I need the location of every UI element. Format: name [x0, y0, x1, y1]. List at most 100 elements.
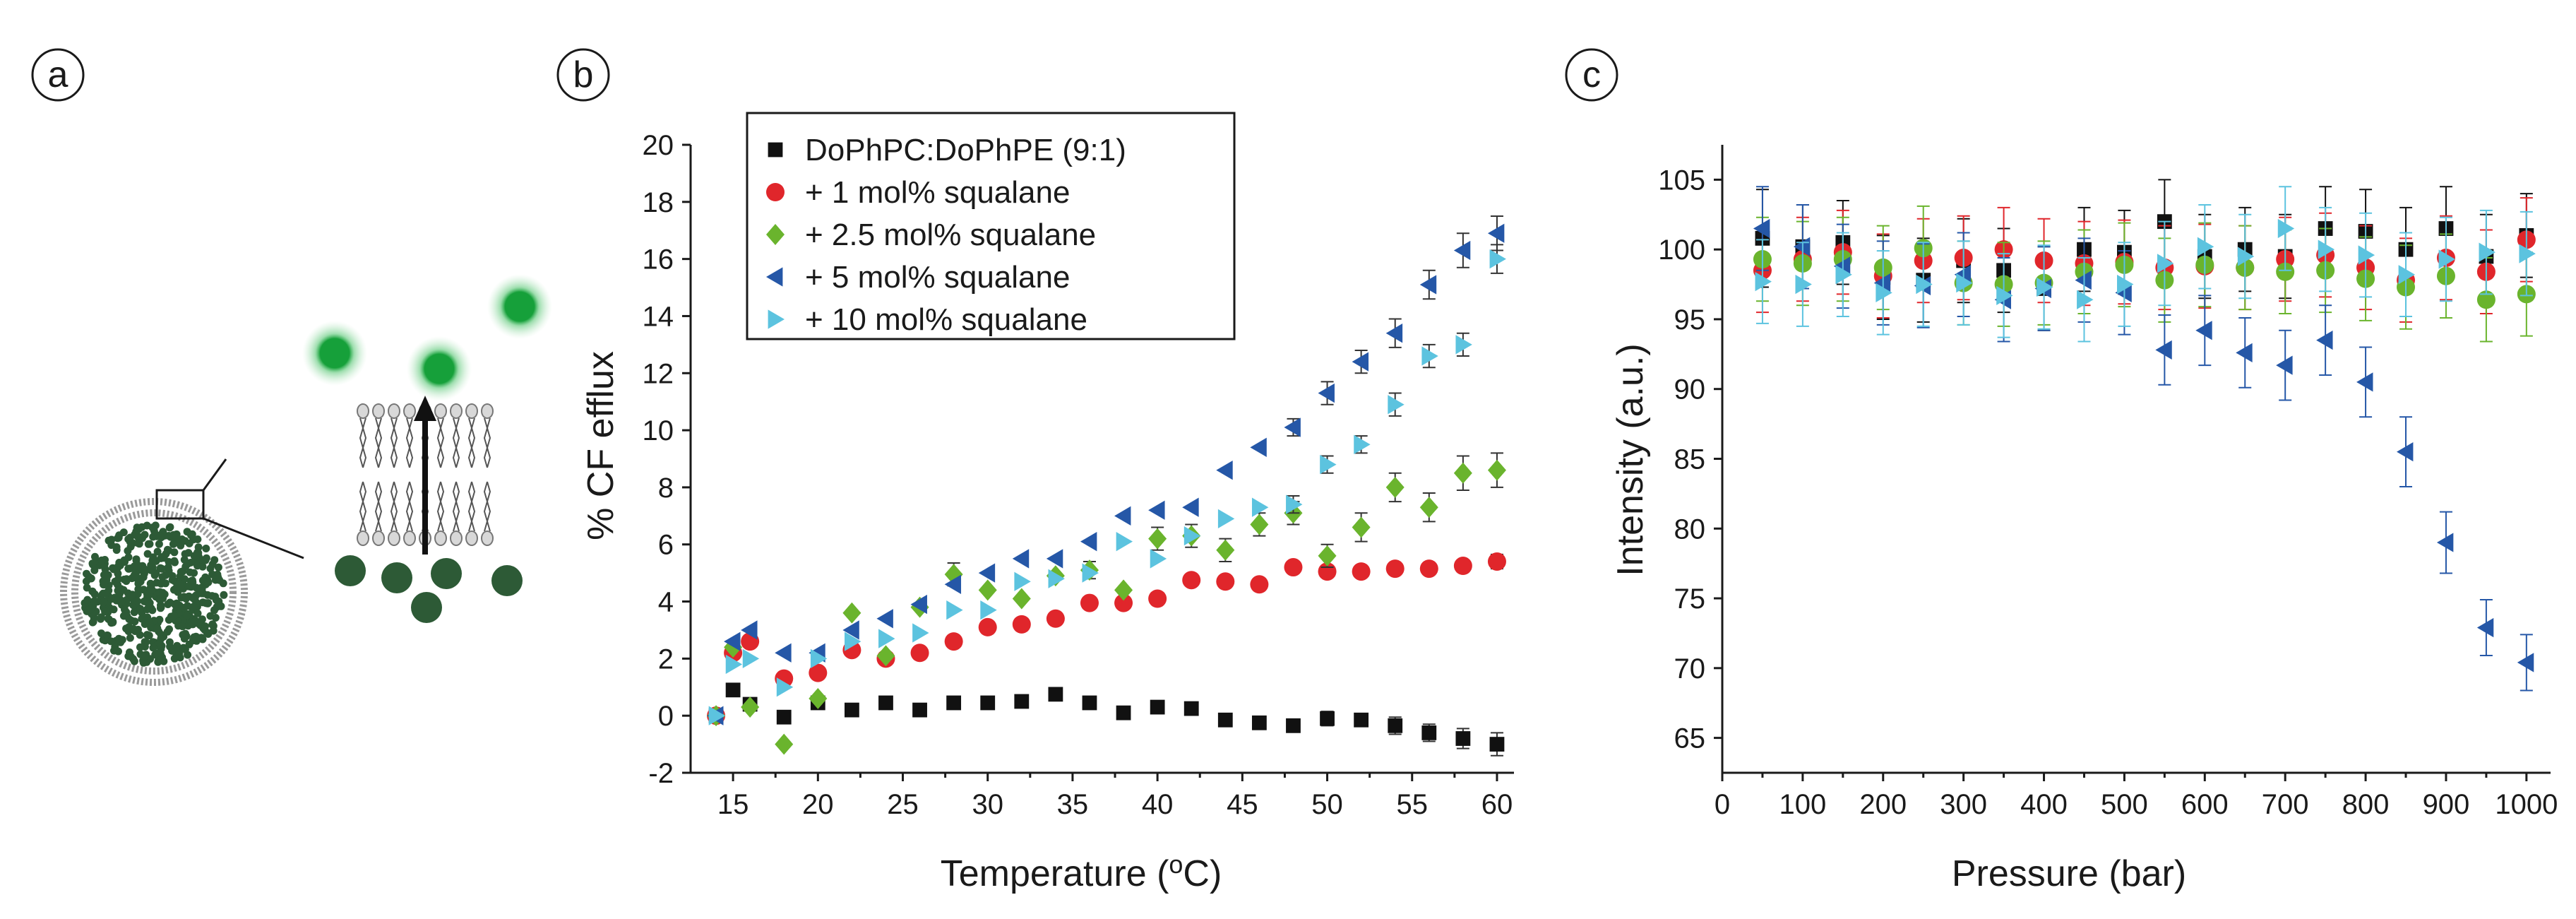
legend-marker-2: [766, 224, 785, 245]
lipid-head: [481, 530, 494, 546]
encapsulated-dye-dot: [88, 559, 97, 568]
data-point: [1286, 494, 1303, 514]
data-point: [944, 574, 962, 594]
lipid-tail: [362, 417, 367, 468]
data-point: [2397, 441, 2414, 462]
data-point: [2358, 245, 2375, 265]
data-point: [1251, 497, 1269, 517]
data-point: [1352, 562, 1371, 581]
x-tick-label: 800: [2342, 789, 2390, 820]
data-point: [1318, 383, 1335, 403]
data-point: [1385, 559, 1405, 579]
zoom-box: [155, 489, 205, 520]
encapsulated-dye-dot: [210, 556, 219, 564]
series-0: [1755, 179, 2534, 331]
encapsulated-dye-dot: [136, 605, 145, 613]
data-point: [1753, 218, 1770, 239]
encapsulated-dye-dot: [189, 535, 198, 544]
encapsulated-dye-dot: [198, 585, 206, 593]
data-point: [809, 687, 828, 709]
lipid-head: [388, 403, 400, 419]
data-point: [2398, 265, 2416, 285]
encapsulated-dye-dot: [160, 554, 168, 562]
encapsulated-dye-dot: [120, 556, 129, 564]
data-point: [2276, 262, 2295, 281]
encapsulated-dye-dot: [156, 656, 165, 665]
lipid-tail: [374, 481, 380, 532]
encapsulated-dye-dot: [186, 558, 195, 567]
data-point: [1388, 395, 1405, 415]
lipid-head: [403, 530, 416, 546]
encapsulated-dye-dot: [151, 651, 160, 659]
data-point: [1046, 609, 1065, 628]
data-point: [944, 564, 963, 586]
data-point: [1419, 497, 1438, 518]
encapsulated-dye-dot: [143, 605, 151, 614]
encapsulated-dye-dot: [130, 562, 138, 571]
x-tick-label: 300: [1940, 789, 1987, 820]
lipid-head: [372, 403, 385, 419]
encapsulated-dye-dot: [122, 624, 131, 633]
encapsulated-dye-dot: [204, 630, 213, 638]
data-point: [809, 663, 828, 682]
chart-b-ticks: 15 20 25 30 35 40 45 50 55 60 -2 0 2 4 6 8 10 12 14 16 18 20: [643, 130, 1513, 820]
data-point: [1352, 516, 1371, 538]
lipid-head: [481, 403, 494, 419]
y-tick-label: 65: [1674, 723, 1706, 754]
encapsulated-dye-dot: [100, 562, 109, 571]
encapsulated-dye-dot: [114, 634, 123, 643]
x-tick-label: 600: [2181, 789, 2229, 820]
data-point: [1251, 715, 1267, 730]
x-tick-label: 20: [802, 789, 834, 820]
data-point: [775, 733, 794, 755]
encapsulated-dye-dot: [193, 548, 202, 557]
data-point: [2318, 239, 2335, 259]
encapsulated-dye-dot: [139, 573, 148, 581]
encapsulated-dye-dot: [157, 564, 166, 573]
lipid-tail: [390, 481, 395, 532]
legend-label-4: + 10 mol% squalane: [805, 302, 1087, 337]
encapsulated-dye-dot: [206, 564, 215, 573]
encapsulated-dye-dot: [186, 568, 194, 576]
data-point: [1250, 437, 1267, 457]
encapsulated-dye-dot: [90, 566, 99, 574]
encapsulated-dye-dot: [220, 591, 228, 599]
data-point: [1012, 588, 1031, 610]
data-point: [1795, 274, 1812, 295]
encapsulated-dye-dot: [215, 597, 223, 605]
lipid-head: [450, 403, 463, 419]
encapsulated-dye-dot: [158, 573, 167, 581]
encapsulated-dye-dot: [172, 583, 180, 592]
encapsulated-dye-dot: [177, 568, 185, 576]
legend-marker-1: [766, 183, 785, 201]
lipid-head: [357, 530, 369, 546]
data-point: [1080, 532, 1097, 552]
data-point: [1320, 711, 1335, 726]
encapsulated-dye-dot: [181, 550, 189, 558]
lipid-tail: [483, 481, 489, 532]
encapsulated-dye-dot: [204, 578, 213, 586]
y-tick-label: 6: [658, 530, 674, 561]
lipid-tail: [486, 417, 491, 468]
encapsulated-dye-dot: [177, 541, 185, 550]
chart-c-x-axis-title: Pressure (bar): [1952, 853, 2186, 894]
x-tick-label: 30: [972, 789, 1003, 820]
data-point: [946, 695, 962, 711]
panel-label-c: c: [1565, 48, 1618, 102]
data-point: [1916, 274, 1933, 295]
data-point: [2476, 617, 2494, 638]
encapsulated-dye-dot: [127, 591, 136, 600]
lipid-head: [465, 530, 478, 546]
data-point: [776, 677, 794, 697]
data-point: [1116, 705, 1131, 721]
y-tick-label: 105: [1658, 165, 1705, 196]
data-point: [1487, 552, 1506, 571]
x-tick-label: 1000: [2495, 789, 2558, 820]
encapsulated-dye-dot: [88, 618, 97, 627]
x-tick-label: 55: [1397, 789, 1429, 820]
data-point: [1114, 579, 1133, 601]
encapsulated-dye-dot: [83, 595, 92, 604]
encapsulated-dye-dot: [170, 548, 179, 557]
data-point: [1354, 712, 1369, 728]
lipid-tail: [408, 481, 414, 532]
